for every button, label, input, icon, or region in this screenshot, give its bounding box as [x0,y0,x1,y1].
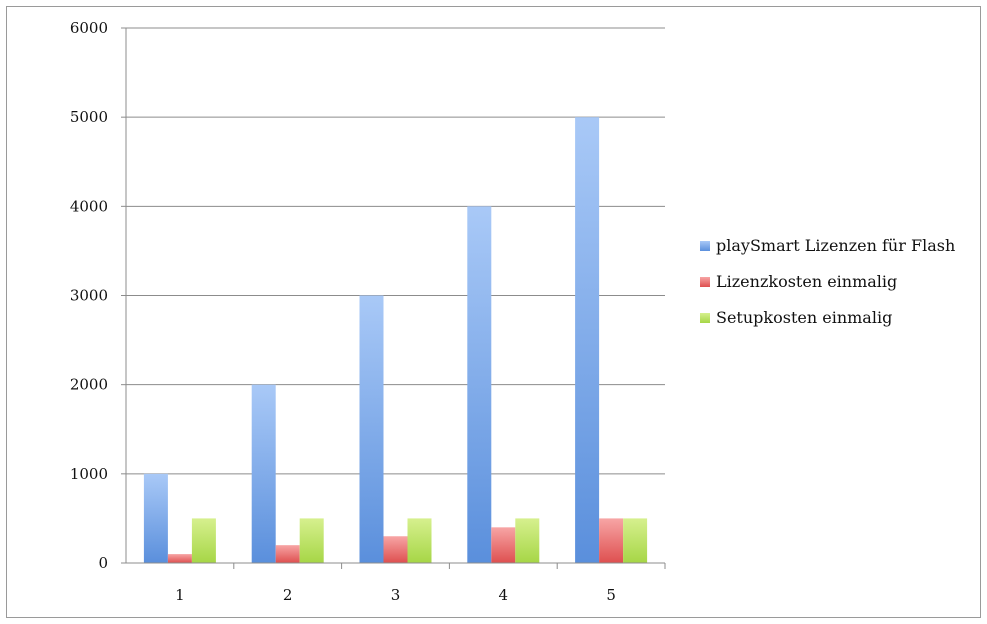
bar-series-2-category-1 [167,554,192,563]
bar-series-2-category-2 [275,545,300,563]
bar-series-2-category-5 [599,518,624,563]
bars [143,117,648,564]
legend-label: playSmart Lizenzen für Flash [716,236,956,255]
x-tick-label: 3 [391,586,401,604]
x-tick-label: 2 [283,586,293,604]
bar-series-1-category-4 [467,206,492,564]
x-tick-label: 1 [175,586,185,604]
legend: playSmart Lizenzen für Flash Lizenzkoste… [700,236,980,327]
y-tick-label: 1000 [70,465,108,483]
x-axis-tick-labels: 1 2 3 4 5 [175,586,616,604]
x-tick-label: 4 [499,586,509,604]
bar-series-3-category-2 [299,518,324,563]
legend-swatch-red [700,277,710,287]
bar-series-3-category-3 [407,518,432,563]
bar-series-3-category-1 [191,518,216,563]
bar-series-3-category-5 [623,518,648,563]
bar-series-3-category-4 [515,518,540,563]
y-tick-label: 2000 [70,376,108,394]
axes [125,28,666,569]
y-tick-label: 4000 [70,197,108,215]
legend-item-setupkosten: Setupkosten einmalig [700,308,980,327]
legend-swatch-blue [700,241,710,251]
bar-series-2-category-4 [491,527,516,563]
bar-series-1-category-5 [575,117,600,564]
legend-item-playsmart: playSmart Lizenzen für Flash [700,236,980,255]
legend-item-lizenzkosten: Lizenzkosten einmalig [700,272,980,291]
legend-label: Setupkosten einmalig [716,308,893,327]
bar-series-2-category-3 [383,536,408,563]
y-tick-label: 0 [98,554,108,572]
legend-label: Lizenzkosten einmalig [716,272,898,291]
x-tick-label: 5 [606,586,616,604]
bar-series-1-category-3 [359,295,384,563]
legend-swatch-green [700,313,710,323]
bar-series-1-category-2 [251,384,276,563]
bar-series-1-category-1 [143,473,168,563]
y-axis-tick-labels: 0 1000 2000 3000 4000 5000 6000 [70,19,108,572]
y-tick-label: 3000 [70,287,108,305]
y-tick-label: 5000 [70,108,108,126]
chart-frame [6,6,981,618]
y-tick-label: 6000 [70,19,108,37]
